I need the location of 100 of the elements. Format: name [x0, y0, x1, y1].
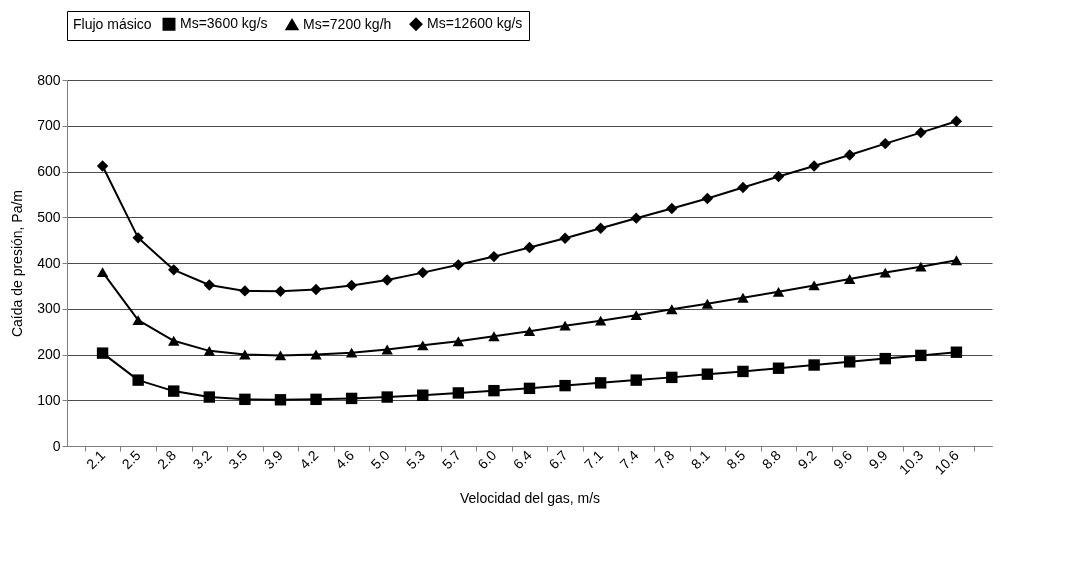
point: [737, 181, 749, 194]
point: [239, 285, 251, 297]
point: [701, 368, 714, 380]
point: [239, 393, 251, 406]
point: [523, 382, 536, 395]
point: [915, 261, 927, 272]
point: [310, 283, 322, 296]
point: [879, 137, 891, 150]
point: [630, 310, 642, 321]
x-tick-label: 5.3: [403, 446, 429, 473]
x-tick-label: 5.0: [367, 446, 393, 473]
x-tick-label: 8.8: [758, 446, 785, 473]
point: [950, 115, 963, 127]
x-tick-label: 8.1: [687, 446, 713, 473]
point: [559, 379, 571, 392]
point: [488, 250, 500, 263]
point: [808, 280, 820, 291]
x-tick-label: 8.5: [723, 446, 749, 473]
point: [345, 392, 358, 405]
y-tick-label: 200: [37, 346, 61, 362]
point: [594, 315, 607, 326]
x-axis-title: Velocidad del gas, m/s: [459, 489, 601, 506]
x-tick-label: 7.1: [581, 446, 607, 473]
point: [381, 391, 393, 403]
x-tick-label: 7.4: [616, 446, 642, 473]
point: [737, 365, 749, 378]
x-tick-label: 2.8: [154, 446, 180, 473]
point: [274, 285, 287, 298]
point: [843, 356, 856, 368]
x-tick-label: 6.4: [509, 446, 536, 473]
point: [381, 274, 393, 286]
point: [950, 255, 963, 266]
x-tick-label: 3.5: [225, 446, 251, 473]
x-tick-label: 6.7: [545, 446, 571, 473]
point: [168, 264, 180, 276]
point: [417, 340, 429, 351]
point: [950, 346, 963, 358]
point: [345, 279, 358, 292]
point: [523, 241, 536, 254]
point: [452, 259, 465, 271]
point: [310, 393, 322, 406]
point: [630, 374, 642, 386]
x-tick-label: 4.2: [296, 446, 322, 473]
y-tick-label: 600: [37, 163, 61, 179]
x-tick-label: 9.2: [794, 446, 820, 473]
point: [737, 292, 749, 303]
point: [310, 349, 322, 360]
point: [239, 349, 251, 360]
x-tick-label: 4.6: [331, 446, 358, 473]
legend-label: Ms=12600 kg/s: [427, 15, 523, 32]
point: [594, 222, 607, 234]
y-tick-label: 0: [52, 437, 61, 454]
point: [417, 266, 429, 279]
point: [559, 320, 571, 331]
x-tick-label: 7.8: [652, 446, 678, 473]
point: [96, 347, 109, 359]
x-tick-label: 2.5: [118, 446, 144, 473]
y-tick-label: 100: [37, 391, 61, 408]
x-tick-label: 3.2: [189, 446, 215, 473]
point: [452, 387, 465, 399]
legend-label: Ms=3600 kg/s: [180, 15, 268, 32]
x-tick-label: 6.0: [474, 446, 500, 473]
point: [381, 344, 393, 355]
point: [345, 347, 358, 358]
legend-label: Ms=7200 kg/h: [303, 15, 392, 32]
point: [666, 304, 678, 315]
point: [666, 202, 678, 215]
point: [915, 126, 927, 139]
point: [452, 336, 465, 347]
point: [843, 274, 856, 284]
point: [96, 160, 109, 172]
point: [808, 359, 820, 371]
point: [274, 350, 287, 361]
x-tick-label: 3.9: [260, 446, 287, 473]
point: [879, 352, 891, 365]
point: [523, 326, 536, 337]
point: [203, 391, 216, 403]
point: [630, 212, 642, 224]
y-tick-label: 500: [37, 208, 61, 225]
point: [203, 345, 216, 356]
point: [843, 149, 856, 161]
point: [808, 160, 820, 172]
legend-title: Flujo másico: [73, 16, 152, 32]
point: [168, 335, 180, 346]
point: [132, 315, 144, 326]
point: [488, 384, 500, 397]
point: [132, 374, 144, 386]
point: [666, 371, 678, 384]
point: [915, 349, 927, 362]
point: [772, 362, 785, 374]
x-tick-label: 9.9: [865, 446, 891, 473]
point: [203, 279, 216, 291]
point: [274, 394, 287, 406]
point: [594, 377, 607, 389]
point: [559, 232, 571, 244]
point: [879, 267, 891, 278]
x-tick-label: 2.1: [82, 446, 109, 473]
point: [772, 286, 785, 297]
y-tick-label: 300: [37, 300, 61, 317]
point: [772, 170, 785, 183]
